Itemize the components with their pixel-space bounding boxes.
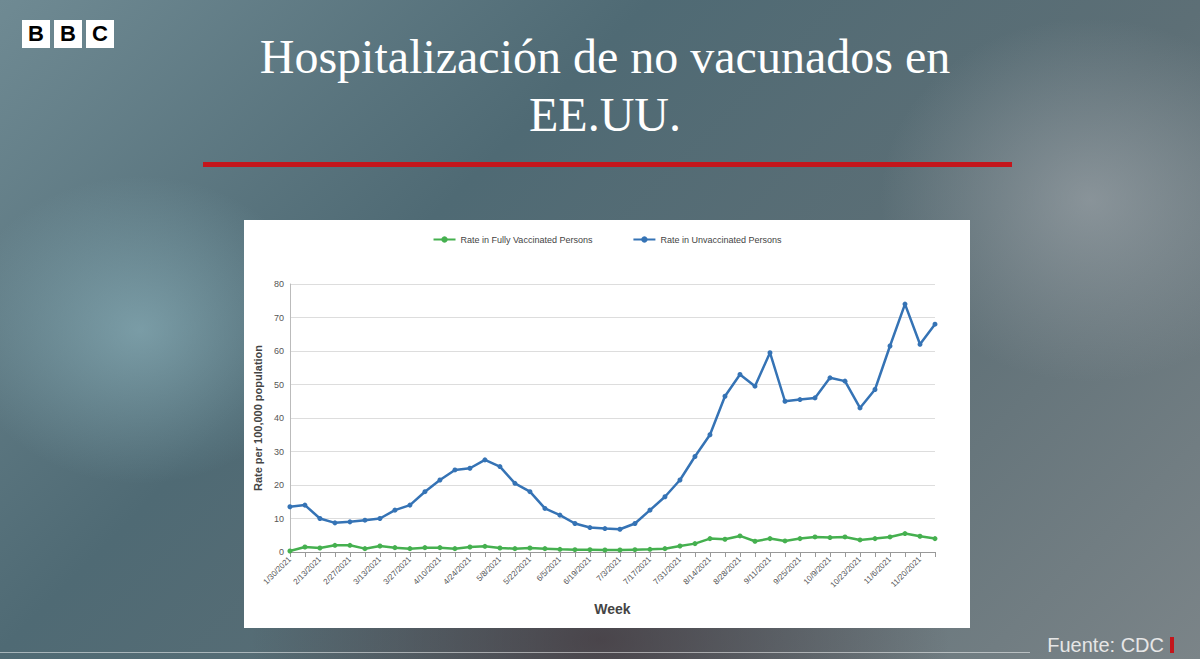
- svg-text:Rate in Fully Vaccinated Perso: Rate in Fully Vaccinated Persons: [461, 235, 593, 245]
- svg-text:Week: Week: [594, 601, 631, 617]
- html-text:C: C: [92, 21, 108, 46]
- svg-text:4/10/2021: 4/10/2021: [412, 554, 444, 586]
- svg-text:7/17/2021: 7/17/2021: [622, 554, 654, 586]
- svg-text:40: 40: [274, 413, 284, 423]
- svg-text:70: 70: [274, 313, 284, 323]
- svg-text:11/6/2021: 11/6/2021: [862, 554, 893, 585]
- html-text:B: B: [60, 21, 76, 46]
- svg-text:1/30/2021: 1/30/2021: [262, 554, 294, 586]
- svg-text:10/9/2021: 10/9/2021: [801, 554, 834, 587]
- svg-text:7/31/2021: 7/31/2021: [652, 554, 684, 586]
- svg-text:60: 60: [274, 346, 284, 356]
- svg-text:9/25/2021: 9/25/2021: [772, 554, 804, 586]
- svg-text:3/13/2021: 3/13/2021: [352, 554, 384, 586]
- svg-text:0: 0: [279, 547, 284, 557]
- svg-text:20: 20: [274, 480, 284, 490]
- svg-text:4/24/2021: 4/24/2021: [442, 554, 474, 586]
- svg-text:5/8/2021: 5/8/2021: [475, 554, 504, 583]
- svg-text:6/5/2021: 6/5/2021: [535, 554, 564, 583]
- svg-text:80: 80: [274, 279, 284, 289]
- svg-text:8/14/2021: 8/14/2021: [682, 554, 714, 586]
- svg-text:10/23/2021: 10/23/2021: [829, 554, 864, 589]
- svg-text:2/27/2021: 2/27/2021: [322, 554, 354, 586]
- svg-text:30: 30: [274, 447, 284, 457]
- html-text:Hospitalización de no vacunado: Hospitalización de no vacunados en EE.UU…: [259, 30, 951, 141]
- svg-text:6/19/2021: 6/19/2021: [562, 554, 594, 586]
- html-text:Fuente: CDC: Fuente: CDC: [1047, 634, 1164, 656]
- svg-text:50: 50: [274, 380, 284, 390]
- svg-text:9/11/2021: 9/11/2021: [742, 554, 773, 585]
- svg-text:8/28/2021: 8/28/2021: [712, 554, 744, 586]
- svg-text:Rate in Unvaccinated Persons: Rate in Unvaccinated Persons: [660, 235, 782, 245]
- svg-text:10: 10: [274, 514, 284, 524]
- html-text:B: B: [28, 21, 44, 46]
- svg-text:5/22/2021: 5/22/2021: [502, 554, 534, 586]
- svg-text:7/3/2021: 7/3/2021: [595, 554, 624, 583]
- svg-text:2/13/2021: 2/13/2021: [292, 554, 324, 586]
- svg-text:3/27/2021: 3/27/2021: [382, 554, 414, 586]
- svg-text:11/20/2021: 11/20/2021: [889, 554, 924, 589]
- svg-text:Rate per 100,000 population: Rate per 100,000 population: [252, 345, 264, 491]
